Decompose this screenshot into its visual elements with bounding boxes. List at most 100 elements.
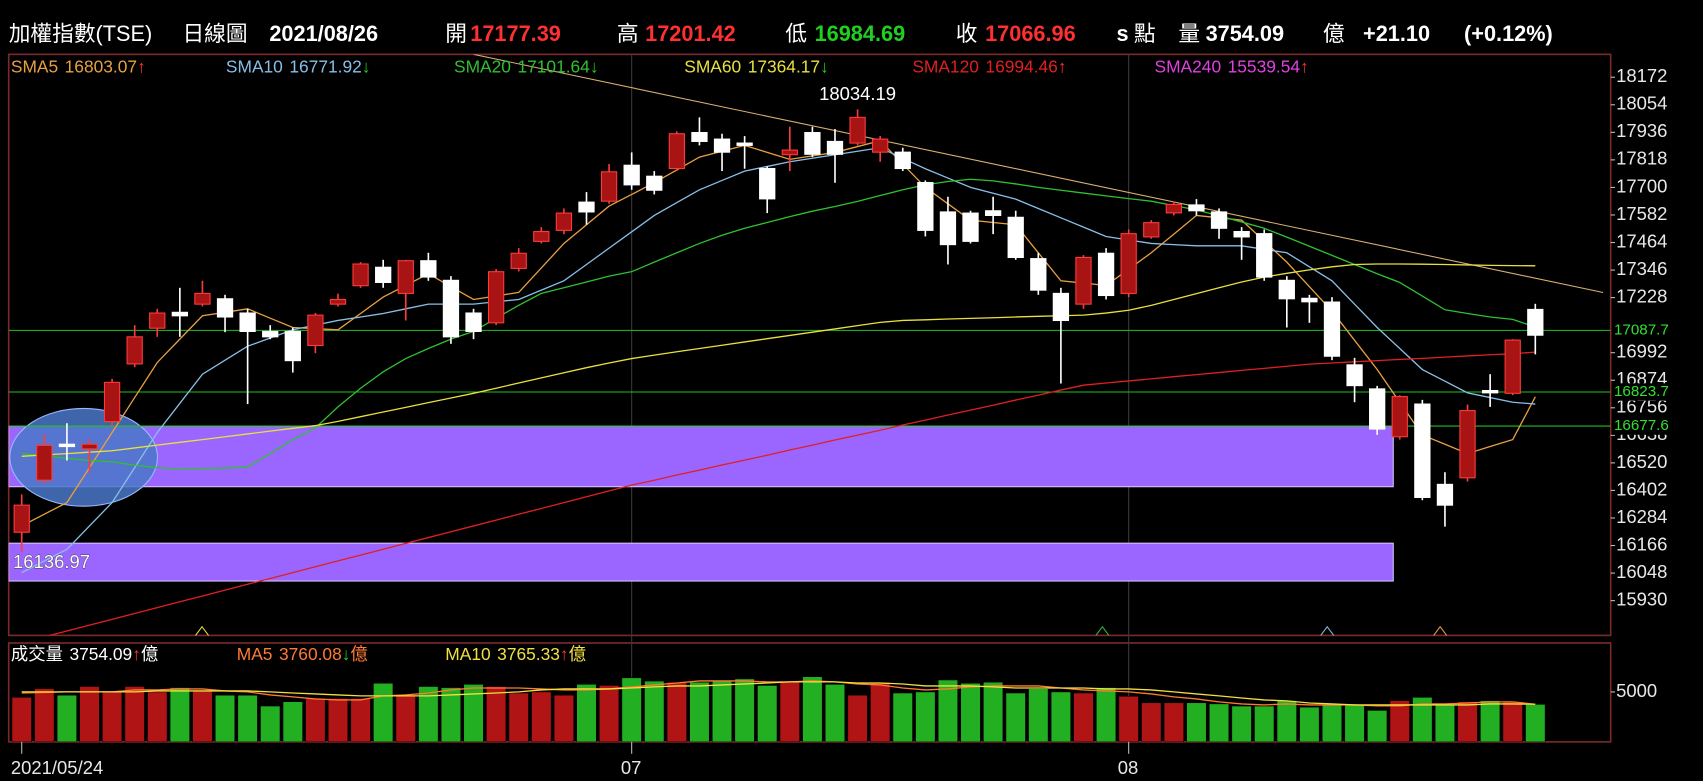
legend-item: SMA120 16994.46↑ [912,56,1066,76]
candle-body [1165,203,1182,214]
volume-bar [1208,703,1230,742]
volume-bar [531,691,552,742]
candle-body [487,271,505,324]
change: +21.10 [1363,21,1430,46]
high-annotation: 18034.19 [819,83,896,104]
volume-bar [870,682,891,742]
volume-bar [824,684,846,742]
volume-bar [1073,692,1094,742]
volume-bar [1412,697,1433,742]
volume-layer [11,676,1546,742]
price-panel [7,53,1612,637]
legend-name: SMA5 [11,56,58,76]
volume-bar [1457,701,1478,742]
legend-value: 17101.64 [517,56,590,76]
x-tick-label: 07 [621,757,642,778]
volume-ma-line [21,681,1536,706]
candle-body [1120,233,1137,294]
volume-bar [350,698,371,742]
ma-line [47,351,1536,636]
legend-value: 16994.46 [985,56,1057,76]
high-label: 高 [617,21,639,46]
price-zone [8,425,1394,488]
signal-marker [1320,625,1335,636]
legend-name: MA5 [237,644,273,664]
s-label: s [1117,21,1129,46]
index-title: 加權指數(TSE) [9,21,153,46]
volume-bar [1389,700,1410,742]
volume-label: 量 [1178,21,1200,46]
candle-body [465,312,482,333]
candle-body [284,330,301,362]
legend-value: 15539.54 [1228,56,1301,76]
volume-bar [1299,706,1320,742]
candle-body [1256,233,1273,278]
volume-bar [1502,701,1523,742]
legend-item: SMA20 17101.64↓ [454,56,599,76]
volume-bar [1231,705,1252,742]
candle-body [736,142,753,146]
level-label: 17087.7 [1614,321,1669,338]
candle-body [194,292,211,305]
legend-value: 3765.33 [497,644,560,664]
legend-value: 16803.07 [65,56,137,76]
candle-body [849,116,866,144]
legend-value: 17364.17 [748,56,820,76]
legend-value: 3754.09 [69,644,132,664]
candle-body [804,132,821,155]
volume-bar [327,698,349,742]
header: 加權指數(TSE) 日線圖 2021/08/26 開 17177.39 高 17… [9,21,1553,46]
candle-body [36,444,53,481]
ma-line [21,263,1536,457]
x-tick-label: 08 [1118,757,1139,778]
candle-body [307,314,324,347]
volume-bar [305,698,326,742]
volume-bar [802,676,823,742]
x-tick-label: 2021/05/24 [11,757,103,778]
level-label-box [1611,383,1688,401]
signal-marker [1095,625,1110,636]
candle-body [58,443,76,448]
volume-bar [1163,702,1184,742]
legend-item: MA10 3765.33↑億 [445,644,586,664]
volume-bar [960,682,981,742]
legend-arrow: ↑ [137,56,146,76]
y-tick-label: 17582 [1616,203,1667,224]
volume-bar [1005,692,1026,742]
candle-body [375,266,392,283]
volume-bar [214,694,236,742]
legend-name: SMA240 [1155,56,1222,76]
y-tick-label: 17464 [1616,230,1667,251]
candle-body [239,312,256,333]
y-tick-label: 18172 [1616,65,1667,86]
candle-body [646,175,663,191]
candle-body [939,211,957,246]
volume-bar [1028,688,1049,742]
volume-bar [599,685,620,742]
candle-body [510,252,527,269]
volume-bar [1254,705,1275,742]
unit-label: 點 [1134,21,1156,46]
candle-body [1097,252,1115,297]
legend-name: MA10 [445,644,490,664]
level-label-box [1611,417,1688,435]
level-label: 16677.6 [1614,417,1669,434]
volume-bar [779,681,800,742]
candle-body [984,210,1002,216]
candle-body [600,171,618,202]
ma-line [21,147,1536,574]
candle-body [578,201,595,213]
volume-bar [711,680,733,742]
open-value: 17177.39 [470,21,561,46]
legend-unit: 億 [350,644,367,664]
volume-bar [1434,704,1455,742]
legend-unit: 億 [141,644,158,664]
legend-arrow: ↑ [1300,56,1309,76]
legend-arrow: ↓ [362,56,371,76]
volume-bar [237,694,258,742]
legend-name: SMA120 [912,56,979,76]
volume-bar [847,694,868,742]
y-tick-label: 16992 [1616,341,1667,362]
candle-body [1030,258,1047,291]
